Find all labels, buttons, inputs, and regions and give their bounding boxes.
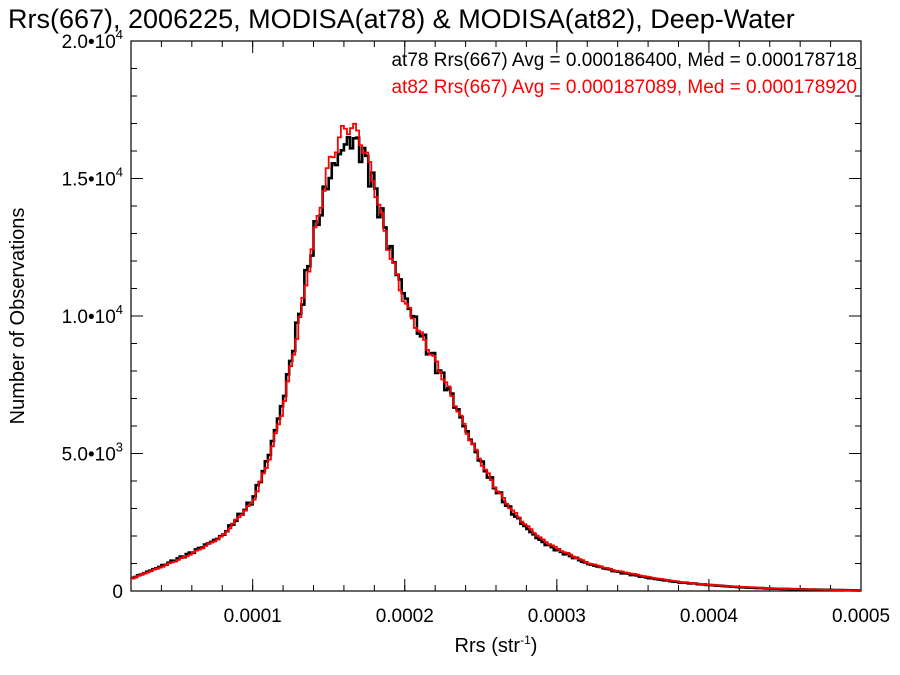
y-tick-mantissa: 2.0•10 xyxy=(62,32,116,53)
x-tick-label: 0.0001 xyxy=(224,606,282,627)
x-tick-label: 0.0005 xyxy=(832,606,890,627)
x-axis-ticks: 0.0001 0.0002 0.0003 0.0004 0.0005 xyxy=(130,41,890,627)
y-axis-label: Number of Observations xyxy=(7,208,29,425)
series-line-at78 xyxy=(131,135,861,592)
y-tick-mantissa: 5.0•10 xyxy=(62,445,116,466)
x-axis-label-sup: -1 xyxy=(520,633,531,647)
annotation-at78: at78 Rrs(667) Avg = 0.000186400, Med = 0… xyxy=(391,50,857,71)
y-tick-label: 0 xyxy=(112,582,123,603)
y-tick-label: 2.0•104 xyxy=(62,27,123,53)
x-tick-label: 0.0003 xyxy=(528,606,586,627)
y-tick-label: 1.0•104 xyxy=(62,302,123,328)
chart-title: Rrs(667), 2006225, MODISA(at78) & MODISA… xyxy=(8,4,795,34)
x-axis-label-main: Rrs (str xyxy=(455,635,521,657)
y-tick-mantissa: 0 xyxy=(112,582,123,603)
y-tick-mantissa: 1.5•10 xyxy=(62,170,116,191)
y-tick-label: 5.0•103 xyxy=(62,440,123,466)
y-tick-mantissa: 1.0•10 xyxy=(62,307,116,328)
y-tick-label: 1.5•104 xyxy=(62,165,123,191)
y-tick-exponent: 4 xyxy=(116,27,123,42)
series-line-at82 xyxy=(131,122,861,592)
y-tick-exponent: 3 xyxy=(116,440,123,455)
plot-area: 0.0001 0.0002 0.0003 0.0004 0.0005 0 5.0•103 1… xyxy=(62,27,891,627)
y-tick-exponent: 4 xyxy=(116,302,123,317)
x-tick-label: 0.0002 xyxy=(376,606,434,627)
x-axis-label: Rrs (str-1) xyxy=(455,633,538,657)
plot-frame xyxy=(130,40,862,592)
x-axis-label-close: ) xyxy=(531,635,538,657)
x-tick-label: 0.0004 xyxy=(680,606,739,627)
y-tick-exponent: 4 xyxy=(116,165,123,180)
series-layer xyxy=(131,122,861,592)
annotation-at82: at82 Rrs(667) Avg = 0.000187089, Med = 0… xyxy=(391,77,857,98)
